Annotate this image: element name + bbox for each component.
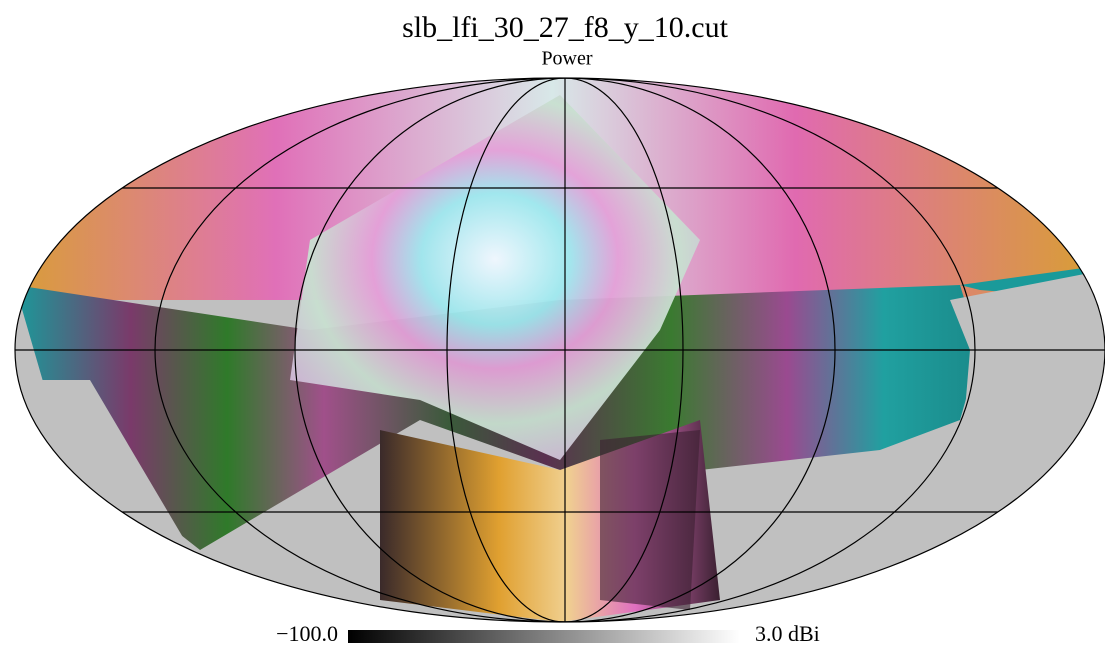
map-outline (14, 77, 1105, 623)
graticule (446, 78, 684, 622)
subtitle: Power (541, 48, 592, 70)
colorbar (348, 630, 740, 643)
graticule (294, 78, 836, 622)
graticule (154, 78, 976, 622)
colorbar-max-label: 3.0 dBi (755, 621, 820, 646)
colorbar-min-label: −100.0 (276, 621, 338, 646)
title: slb_lfi_30_27_f8_y_10.cut (402, 11, 728, 44)
